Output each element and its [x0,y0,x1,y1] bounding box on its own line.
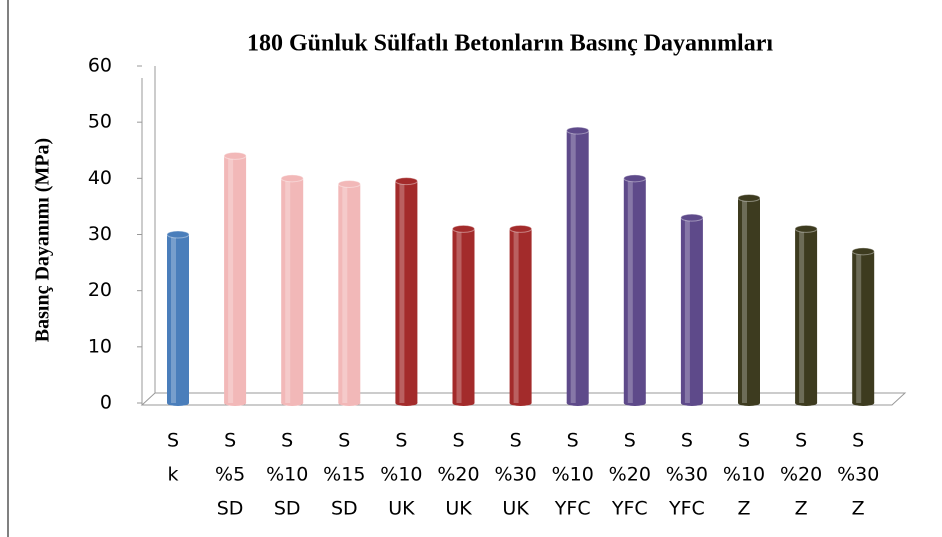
bar [738,197,760,403]
bar-shine [399,181,405,403]
bar-top [566,126,590,135]
x-tick-label: Z [795,498,808,520]
x-tick-label: S [738,430,750,452]
y-tick-label: 0 [100,392,112,414]
bar-top [166,230,190,239]
bar-top [794,224,818,233]
bar [795,228,818,403]
x-tick-label: SD [217,498,244,520]
x-tick-label: Z [737,498,750,520]
x-tick-label: SD [274,498,301,520]
bar-top [280,174,304,183]
bar-top [452,224,475,233]
bar [452,228,475,403]
x-tick-label: UK [388,498,415,520]
x-tick-label: S [167,430,179,452]
bar-shine [228,155,234,403]
x-tick-label: %30 [837,464,879,486]
bar-shine [799,228,805,403]
bar-top [394,177,418,186]
bar-top [851,247,875,256]
x-tick-label: %10 [380,464,422,486]
bar-shine [171,234,176,403]
x-tick-label: S [281,430,293,452]
x-tick-label: %15 [323,464,365,486]
bar-top [337,179,361,188]
y-tick-label: 40 [88,167,112,189]
bar-shine [856,251,862,403]
bar-shine [342,183,348,403]
x-tick-label: YFC [554,498,591,520]
x-tick-label: S [224,430,236,452]
x-tick-label: S [395,430,407,452]
bar [224,155,247,403]
y-tick-label: 60 [88,55,112,77]
bar [509,228,532,403]
bar [566,130,589,403]
y-axis-label: Basınç Dayanımı (MPa) [32,138,54,342]
x-tick-label: %20 [437,464,479,486]
y-tick-label: 30 [88,223,112,245]
bar [281,178,304,403]
y-tick-label: 20 [88,279,112,301]
x-tick-label: S [681,430,693,452]
chart-title: 180 Günluk Sülfatlı Betonların Basınç Da… [247,31,773,57]
bar-top [509,224,533,233]
x-tick-label: %20 [780,464,822,486]
x-tick-label: %5 [215,464,245,486]
x-tick-label: UK [445,498,472,520]
bar-shine [513,228,519,403]
bar-shine [456,228,462,403]
bar-shine [684,217,690,403]
bar-top [680,213,704,222]
y-tick-label: 50 [88,111,112,133]
y-tick-label: 10 [88,335,112,357]
x-tick-label: %20 [609,464,651,486]
x-tick-label: %10 [552,464,594,486]
bar-top [737,193,761,202]
x-tick-label: S [338,430,350,452]
x-tick-label: YFC [668,498,705,520]
x-tick-label: %10 [723,464,765,486]
bar [395,181,418,403]
x-tick-label: Z [852,498,865,520]
bar [852,251,875,403]
x-tick-label: S [510,430,522,452]
x-tick-label: %10 [266,464,308,486]
bar-shine [570,130,576,403]
x-tick-label: S [452,430,464,452]
bar [623,178,646,403]
bar [338,183,361,403]
bar [167,234,189,403]
x-tick-label: S [624,430,636,452]
bar [680,217,703,403]
x-tick-label: k [167,464,178,486]
x-tick-label: %30 [494,464,536,486]
bar-shine [742,197,747,403]
bar-shine [285,178,291,403]
x-tick-label: UK [502,498,529,520]
x-tick-label: SD [331,498,358,520]
x-tick-label: S [567,430,579,452]
x-tick-label: S [795,430,807,452]
x-tick-label: %30 [666,464,708,486]
x-tick-label: S [852,430,864,452]
bar-top [623,174,647,183]
bar-shine [627,178,633,403]
x-tick-label: YFC [611,498,648,520]
bar-top [223,151,247,160]
